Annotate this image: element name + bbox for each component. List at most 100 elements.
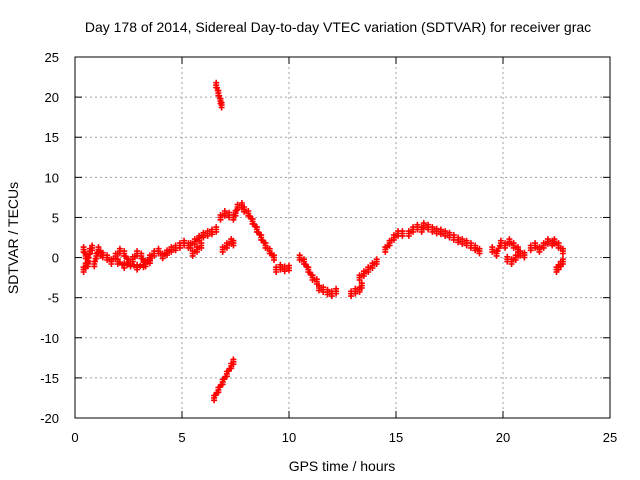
y-tick-label: 5 (52, 210, 59, 225)
data-point (382, 248, 389, 255)
x-tick-label: 5 (178, 430, 185, 445)
data-point (137, 263, 144, 269)
data-point (131, 253, 138, 260)
data-point (388, 237, 395, 244)
y-tick-label: 0 (52, 251, 59, 266)
data-point (80, 269, 87, 275)
data-point (298, 256, 305, 263)
data-point (358, 272, 365, 279)
data-point (311, 276, 318, 283)
y-tick-label: 15 (45, 130, 59, 145)
data-point (92, 255, 99, 262)
data-point (248, 215, 255, 222)
data-point (328, 293, 335, 300)
data-point (121, 265, 128, 271)
data-point (493, 252, 500, 259)
data-point (130, 262, 137, 269)
data-point (269, 252, 276, 259)
x-tick-label: 0 (71, 430, 78, 445)
data-point (230, 216, 237, 223)
data-point (218, 381, 225, 388)
tick-marks (74, 56, 611, 419)
data-point (363, 268, 369, 275)
data-point (211, 397, 218, 404)
data-point (226, 365, 233, 372)
data-point (89, 247, 96, 254)
data-point (542, 240, 549, 247)
x-tick-label: 15 (389, 430, 403, 445)
data-point (474, 246, 481, 253)
data-point (308, 271, 315, 278)
x-tick-label: 25 (603, 430, 617, 445)
data-point (144, 259, 151, 266)
data-point (286, 267, 292, 274)
data-points (80, 79, 566, 404)
data-point (114, 250, 121, 257)
y-axis-label: SDTVAR / TECUs (5, 182, 21, 294)
x-axis-label: GPS time / hours (289, 458, 396, 474)
data-point (508, 240, 515, 247)
data-point (219, 248, 226, 255)
data-point (84, 263, 91, 270)
x-tick-labels: 0 5 10 15 20 25 (71, 430, 617, 445)
data-point (217, 216, 224, 223)
data-point (559, 250, 566, 257)
data-point (536, 248, 543, 255)
data-point (108, 261, 115, 267)
y-tick-label: -10 (40, 331, 59, 346)
grid-lines (75, 57, 610, 418)
data-point (222, 373, 229, 380)
data-point (230, 361, 237, 368)
data-point (264, 245, 271, 252)
data-point (303, 263, 310, 270)
data-point (502, 244, 509, 251)
data-point (405, 232, 412, 239)
y-tick-label: -15 (40, 371, 59, 386)
data-point (515, 252, 521, 259)
data-point (559, 261, 566, 267)
data-point (367, 264, 374, 271)
data-point (393, 232, 399, 239)
data-point (555, 266, 562, 273)
data-point (233, 207, 240, 214)
data-point (356, 277, 363, 283)
data-point (226, 240, 233, 247)
data-point (527, 247, 534, 254)
data-point (214, 389, 220, 396)
data-point (176, 244, 183, 251)
data-point (191, 248, 198, 255)
data-point (538, 244, 545, 251)
data-point (271, 257, 277, 263)
data-point (510, 256, 517, 263)
data-point (106, 256, 113, 263)
data-point (252, 223, 259, 230)
data-point (86, 251, 93, 258)
data-point (172, 247, 179, 254)
chart-title: Day 178 of 2014, Sidereal Day-to-day VTE… (85, 19, 591, 35)
data-point (198, 233, 205, 240)
data-point (81, 249, 88, 256)
y-tick-label: 10 (45, 170, 59, 185)
data-point (189, 252, 196, 259)
data-point (134, 266, 141, 273)
data-point (124, 261, 131, 268)
data-point (219, 212, 226, 219)
data-point (140, 264, 147, 271)
data-point (214, 87, 221, 94)
data-point (91, 263, 98, 270)
y-tick-label: 25 (45, 50, 59, 65)
y-tick-label: -20 (40, 411, 59, 426)
data-point (221, 244, 228, 251)
x-tick-label: 20 (496, 430, 510, 445)
data-point (521, 254, 528, 261)
data-point (348, 293, 355, 300)
data-point (161, 251, 168, 258)
data-point (124, 255, 131, 262)
data-point (418, 228, 425, 235)
data-point (508, 261, 515, 267)
data-point (476, 250, 483, 257)
data-point (196, 244, 203, 251)
data-point (273, 269, 280, 275)
data-point (256, 231, 263, 238)
